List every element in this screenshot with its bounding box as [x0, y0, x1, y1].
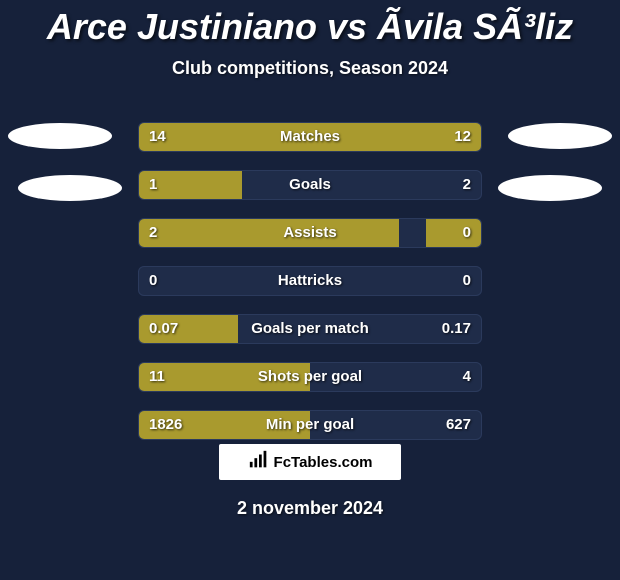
branding-badge[interactable]: FcTables.com: [219, 444, 401, 480]
stat-value-right: 12: [454, 123, 471, 151]
stat-label: Goals: [139, 171, 481, 199]
stat-label: Shots per goal: [139, 363, 481, 391]
player-left-shadow-bottom: [18, 175, 122, 201]
player-right-shadow-bottom: [498, 175, 602, 201]
stat-row: Goals per match0.07 0.17: [138, 314, 482, 344]
stat-label: Goals per match: [139, 315, 481, 343]
stat-value-right: 0.17: [442, 315, 471, 343]
stat-label: Matches: [139, 123, 481, 151]
stat-value-left: 2: [149, 219, 157, 247]
bars-icon: [248, 449, 270, 476]
stat-value-left: 1: [149, 171, 157, 199]
date-line: 2 november 2024: [0, 498, 620, 519]
stat-value-left: 0: [149, 267, 157, 295]
stat-value-left: 11: [149, 363, 165, 391]
player-right-shadow-top: [508, 123, 612, 149]
stats-bars: Matches1412Goals12Assists20Hattricks00Go…: [138, 122, 482, 458]
stat-row: Hattricks0 0: [138, 266, 482, 296]
stat-value-left: 14: [149, 123, 166, 151]
stat-value-left: 0.07: [149, 315, 178, 343]
stat-value-right: 4: [463, 363, 471, 391]
stat-value-right: 627: [446, 411, 471, 439]
stat-value-right: 0: [463, 219, 471, 247]
stat-row: Shots per goal11 4: [138, 362, 482, 392]
stat-value-right: 2: [463, 171, 471, 199]
page-subtitle: Club competitions, Season 2024: [0, 48, 620, 79]
stat-row: Min per goal1826 627: [138, 410, 482, 440]
stat-row: Goals1 2: [138, 170, 482, 200]
comparison-page: Arce Justiniano vs Ãvila SÃ³liz Club com…: [0, 0, 620, 580]
stat-value-left: 1826: [149, 411, 182, 439]
stat-row: Matches14 12: [138, 122, 482, 152]
stat-label: Assists: [139, 219, 481, 247]
stat-label: Hattricks: [139, 267, 481, 295]
stat-value-right: 0: [463, 267, 471, 295]
stat-row: Assists2 0: [138, 218, 482, 248]
page-title: Arce Justiniano vs Ãvila SÃ³liz: [0, 0, 620, 48]
stat-label: Min per goal: [139, 411, 481, 439]
player-left-shadow-top: [8, 123, 112, 149]
branding-text: FcTables.com: [274, 454, 373, 471]
